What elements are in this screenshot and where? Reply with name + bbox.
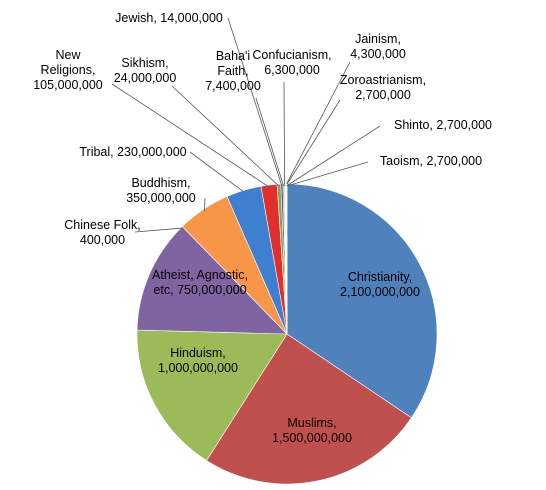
- data-label: Sikhism, 24,000,000: [102, 56, 188, 86]
- data-label: Confucianism, 6,300,000: [244, 48, 340, 78]
- label-category: Chinese Folk,: [64, 218, 141, 232]
- data-label: Jewish, 14,000,000: [104, 11, 234, 26]
- data-label: Buddhism, 350,000,000: [115, 176, 207, 206]
- leader-line: [255, 97, 284, 187]
- label-category: Jewish,: [115, 11, 157, 25]
- data-label: Christianity, 2,100,000,000: [330, 270, 430, 300]
- leader-line: [111, 83, 270, 188]
- label-category: Muslims,: [287, 416, 337, 430]
- label-value: 230,000,000: [117, 145, 187, 159]
- label-category: Shinto,: [393, 118, 433, 132]
- data-label: Atheist, Agnostic, etc, 750,000,000: [150, 268, 250, 298]
- label-value: 2,100,000,000: [340, 285, 420, 299]
- label-value: 2,700,000: [355, 88, 411, 102]
- label-value: 1,500,000,000: [272, 431, 352, 445]
- label-category: Zoroastrianism,: [339, 73, 427, 87]
- data-label: Shinto, 2,700,000: [383, 118, 503, 133]
- label-category: Sikhism,: [121, 56, 169, 70]
- label-category: Confucianism,: [252, 48, 332, 62]
- leader-line: [171, 85, 280, 187]
- leader-line: [285, 61, 351, 187]
- data-label: New Religions, 105,000,000: [28, 48, 108, 93]
- data-label: Baha'i Faith, 7,400,000: [202, 49, 264, 94]
- data-label: Zoroastrianism, 2,700,000: [333, 73, 433, 103]
- leader-line: [189, 151, 245, 193]
- data-label: Muslims, 1,500,000,000: [262, 416, 362, 446]
- label-value: 7,400,000: [205, 79, 261, 93]
- label-category: Atheist, Agnostic, etc,: [152, 268, 248, 297]
- data-label: Tribal, 230,000,000: [68, 145, 198, 160]
- pie-slice: [136, 329, 288, 461]
- data-label: Jainism, 4,300,000: [343, 32, 413, 62]
- label-value: 400,000: [79, 233, 126, 247]
- label-value: 350,000,000: [126, 191, 196, 205]
- label-value: 14,000,000: [160, 11, 223, 25]
- leader-line: [134, 227, 184, 233]
- label-category: Tribal,: [79, 145, 114, 159]
- label-category: Baha'i Faith,: [215, 49, 251, 78]
- label-category: Taoism,: [379, 154, 423, 168]
- label-value: 4,300,000: [350, 47, 406, 61]
- pie-slice: [286, 183, 438, 419]
- leader-line: [227, 17, 283, 187]
- label-category: Christianity,: [347, 270, 413, 284]
- data-label: Hinduism, 1,000,000,000: [148, 346, 248, 376]
- label-value: 2,700,000: [436, 118, 492, 132]
- label-value: 6,300,000: [264, 63, 320, 77]
- leader-line: [285, 99, 341, 187]
- label-category: Jainism,: [355, 32, 401, 46]
- label-value: 1,000,000,000: [158, 361, 238, 375]
- leader-line: [286, 125, 381, 187]
- label-value: 105,000,000: [33, 78, 103, 92]
- pie-slice: [206, 333, 412, 485]
- label-category: Hinduism,: [170, 346, 226, 360]
- leader-line: [204, 197, 206, 212]
- data-label: Chinese Folk, 400,000: [55, 218, 150, 248]
- label-value: 750,000,000: [177, 283, 247, 297]
- label-value: 24,000,000: [113, 71, 177, 85]
- data-label: Taoism, 2,700,000: [371, 154, 491, 169]
- leader-line: [286, 161, 369, 187]
- pie-slice: [136, 226, 288, 335]
- label-value: 2,700,000: [426, 154, 483, 168]
- label-category: New Religions,: [40, 48, 96, 77]
- leader-line: [283, 81, 286, 187]
- label-category: Buddhism,: [131, 176, 191, 190]
